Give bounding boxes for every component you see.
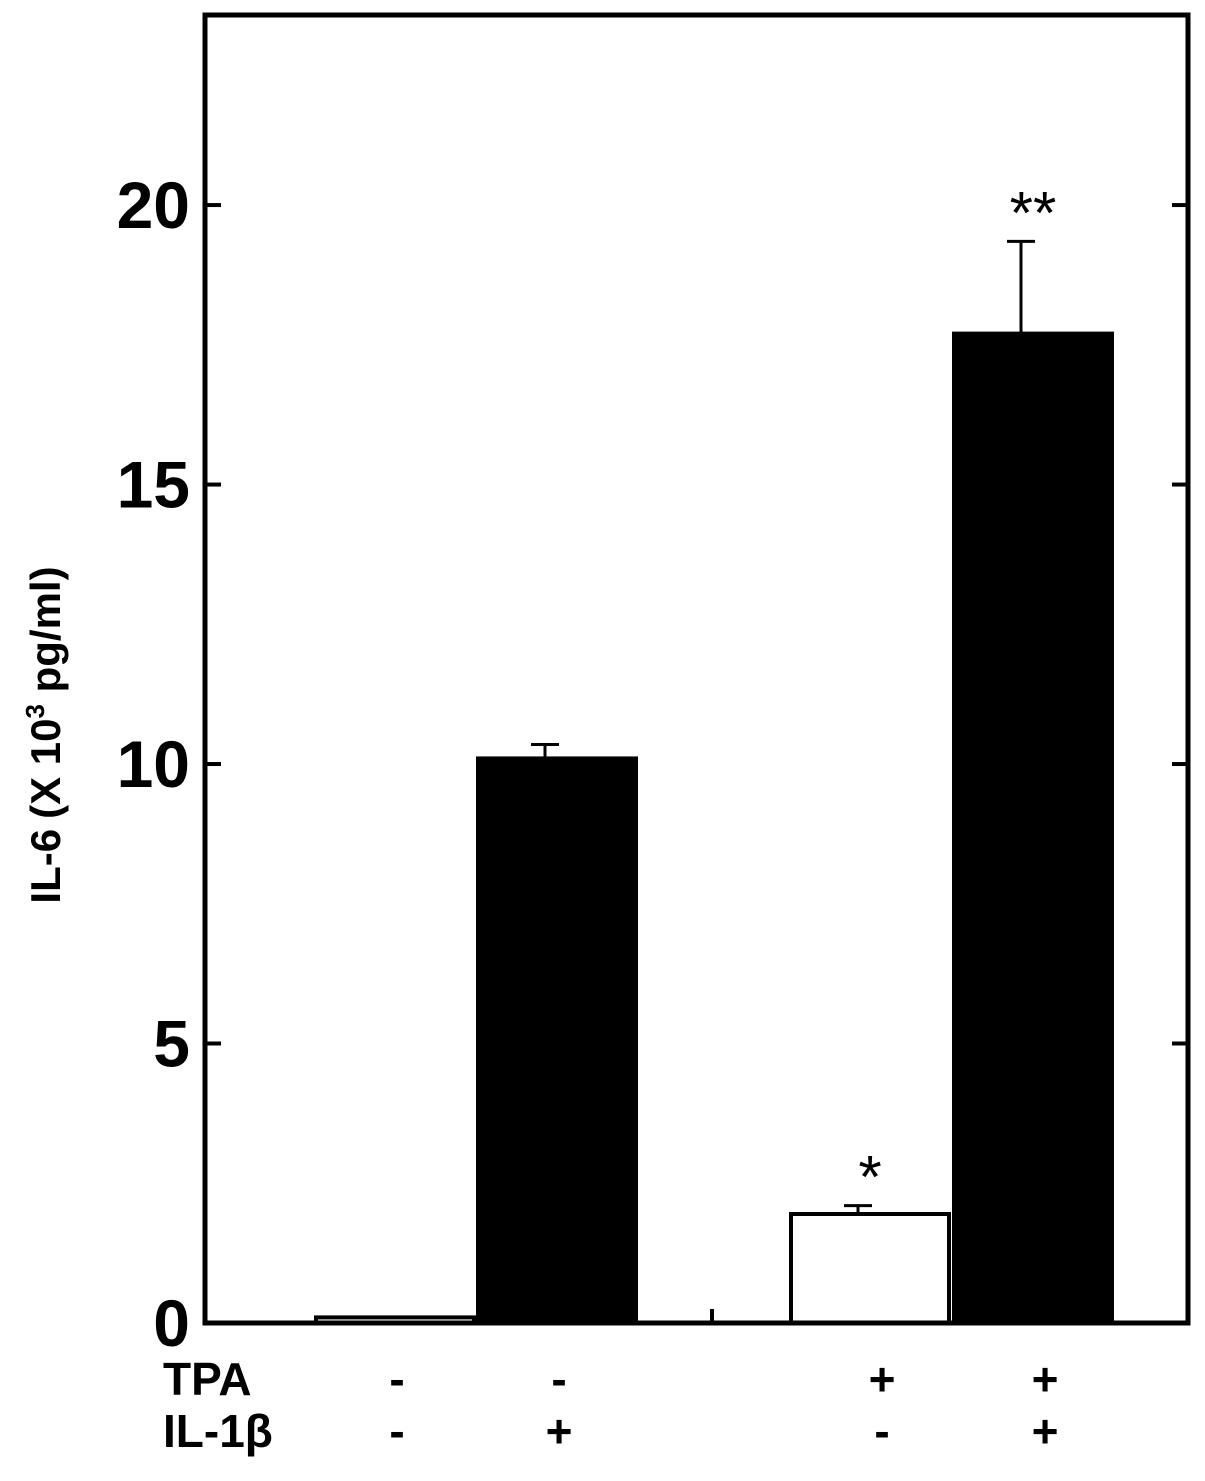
significance-marker: * bbox=[858, 1144, 881, 1211]
bar bbox=[476, 756, 638, 1325]
svg-text:IL-6(X 103 pg/ml): IL-6 (X 103 pg/ml) bbox=[20, 566, 69, 903]
y-tick-label: 10 bbox=[117, 727, 190, 801]
y-axis-title-main: IL-6 bbox=[22, 829, 69, 904]
condition-sign: - bbox=[389, 1353, 404, 1405]
y-tick-label: 0 bbox=[153, 1286, 190, 1360]
condition-sign: + bbox=[546, 1405, 573, 1457]
y-axis-title: IL-6 (X 103 pg/ml) bbox=[20, 566, 69, 903]
y-axis-title-unit-suffix: pg/ml) bbox=[22, 566, 69, 704]
condition-sign: - bbox=[551, 1353, 566, 1405]
condition-sign: - bbox=[389, 1405, 404, 1457]
condition-label: IL-1β bbox=[163, 1405, 273, 1457]
y-axis-title-unit-exp: 3 bbox=[20, 704, 50, 718]
y-axis-title-unit-prefix: (X 10 bbox=[22, 719, 69, 819]
condition-label: TPA bbox=[163, 1353, 252, 1405]
condition-sign: + bbox=[869, 1353, 896, 1405]
y-tick-label: 5 bbox=[153, 1007, 190, 1081]
condition-sign: + bbox=[1032, 1405, 1059, 1457]
y-axis-ticks: 0 5 10 15 20 bbox=[117, 168, 1188, 1360]
y-tick-label: 20 bbox=[117, 168, 190, 242]
significance-marker: ** bbox=[1010, 179, 1057, 246]
condition-table: TPA - - + +IL-1β - + - + bbox=[163, 1353, 1058, 1457]
condition-sign: + bbox=[1032, 1353, 1059, 1405]
y-tick-label: 15 bbox=[117, 448, 190, 522]
condition-sign: - bbox=[874, 1405, 889, 1457]
plot-frame bbox=[202, 12, 1191, 1326]
bar bbox=[952, 331, 1114, 1326]
bars: *** bbox=[314, 179, 1114, 1326]
bar bbox=[789, 1212, 951, 1325]
